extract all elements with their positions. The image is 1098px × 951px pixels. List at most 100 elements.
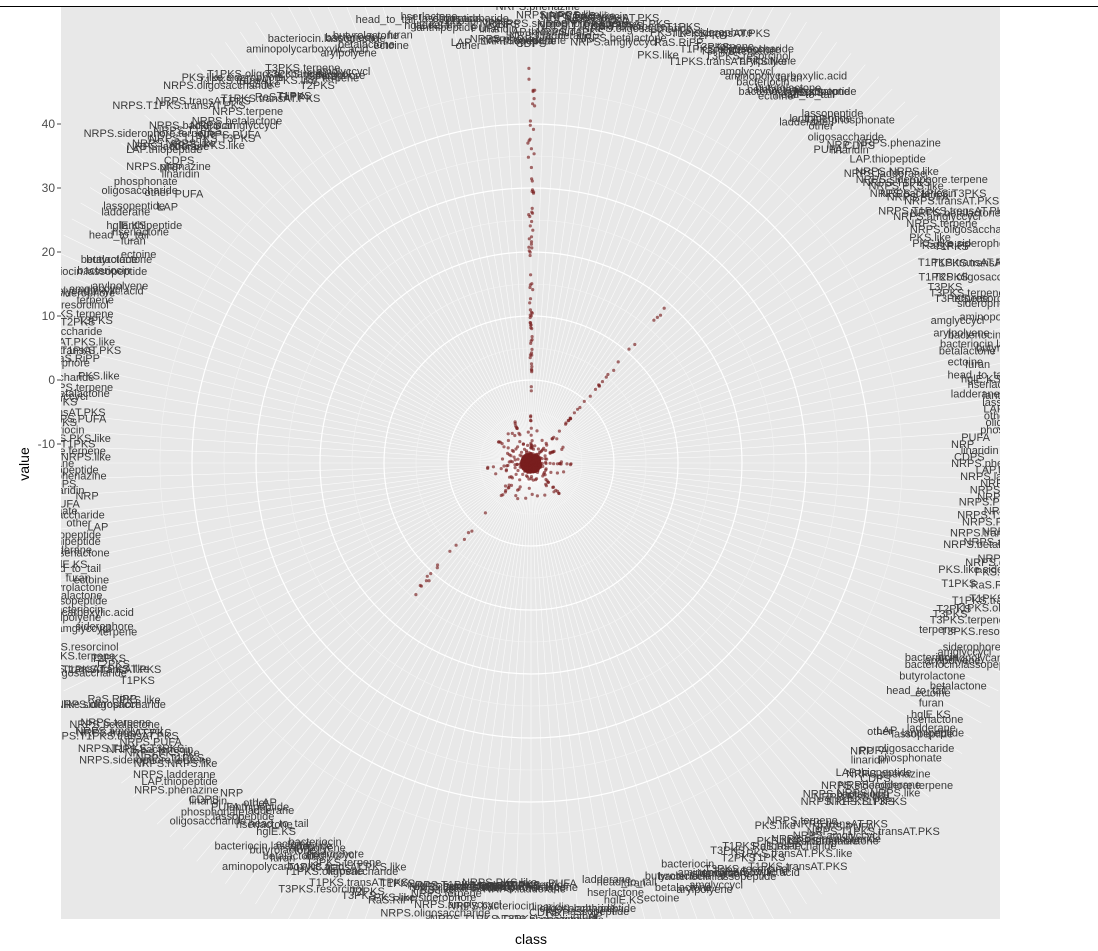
data-point [523, 468, 527, 472]
data-point [526, 155, 531, 159]
category-label: NRPS.phenazine [126, 161, 210, 173]
category-label: NRPS.betalactone [788, 835, 879, 847]
grid-spoke [61, 272, 532, 464]
data-point [462, 537, 466, 542]
category-label: NRPS.bacteriocin [870, 188, 957, 200]
category-label: bacteriocin.lassopeptide [268, 33, 386, 45]
grid-spoke [530, 42, 837, 464]
x-axis-label: class [515, 931, 547, 947]
category-label: T3PKS.terpene [40, 651, 115, 663]
category-label: NRPS.T1PKS.transAT.PKS [46, 730, 179, 742]
category-label: lanthipeptide [902, 727, 964, 739]
data-point [544, 484, 549, 488]
grid-spoke [156, 101, 532, 464]
grid-spoke [61, 429, 532, 464]
data-point [525, 466, 529, 470]
category-label: NRPS.phenazine [134, 785, 218, 797]
category-label: PKS.like [239, 78, 281, 90]
category-label: linaridin [961, 445, 999, 457]
data-point [466, 531, 471, 535]
data-point [448, 549, 452, 553]
category-label: NRPS.T1PKS [154, 125, 222, 137]
category-label: T3PKS.terpene [306, 857, 381, 869]
category-label: hserlactone [236, 819, 293, 831]
grid-spoke [61, 379, 532, 464]
category-label: T3PKS [695, 41, 730, 53]
category-label: PKS.like.siderophore [757, 836, 860, 848]
category-label: other [66, 518, 91, 530]
grid-spoke [346, 7, 532, 464]
grid-spoke [89, 187, 532, 464]
category-label: furan [388, 30, 413, 42]
category-label: CDPS [489, 19, 520, 31]
grid-ring-minor [159, 91, 903, 835]
category-label: NRPS.phenazine [857, 137, 941, 149]
category-label: NRPS.T1PKS.transAT.PKS [537, 19, 670, 31]
data-point [513, 433, 517, 438]
category-label: bacteriocin.lassopeptide [214, 841, 332, 853]
grid-spoke [270, 12, 532, 464]
data-point [527, 237, 531, 241]
y-tick-label: 40 [42, 117, 56, 131]
grid-spoke [530, 462, 837, 884]
category-label: amglyccycl [720, 66, 774, 78]
category-label: NRPS.transAT.PKS [0, 397, 77, 409]
category-label: T1PKS [380, 878, 415, 890]
category-label: amglyccycl [689, 880, 743, 892]
category-label: head_to_tail [41, 563, 101, 575]
category-label: butyrolactone [976, 342, 1042, 354]
data-point [532, 97, 536, 101]
data-point [530, 335, 534, 339]
data-point [494, 472, 498, 476]
grid-spoke [61, 396, 532, 464]
grid-spoke [530, 218, 991, 464]
grid-spoke [61, 362, 532, 464]
category-label: arylpolyene [92, 281, 148, 293]
category-label: butyrolactone [41, 582, 107, 594]
category-label: NRPS.T1PKS.T3PKS [78, 743, 184, 755]
data-point [526, 430, 530, 434]
data-point [552, 449, 556, 453]
data-point [633, 342, 637, 347]
data-point [518, 462, 522, 466]
data-point [483, 511, 487, 515]
category-label: aminopolycarboxylic.acid [222, 861, 344, 873]
category-label: RaS.RiPP [654, 37, 704, 49]
data-point [521, 442, 526, 446]
category-label: T3PKS [91, 653, 126, 665]
data-point [510, 431, 514, 435]
data-point [540, 461, 544, 465]
grid-spoke [61, 462, 532, 654]
y-tick-label: 0 [48, 373, 55, 387]
grid-ring [447, 379, 615, 547]
category-label: other [573, 911, 598, 923]
data-point [529, 242, 534, 246]
grid-spoke [530, 462, 999, 692]
data-point [470, 529, 474, 533]
data-point [554, 488, 558, 492]
category-label: betalactone [939, 345, 996, 357]
category-label: NRPS.bacteriocin [149, 120, 236, 132]
data-point [527, 213, 531, 217]
grid-spoke [530, 462, 1000, 497]
data-point [512, 455, 516, 459]
category-label: bacteriocin.lassopeptide [940, 339, 1058, 351]
data-point [521, 462, 526, 466]
grid-spoke [530, 462, 680, 919]
category-label: LAP.thiopeptide [141, 776, 217, 788]
category-label: hglE.KS [404, 20, 444, 32]
category-label: NRPS.T1PKS [536, 27, 604, 39]
grid-spoke [530, 7, 716, 464]
category-label: other [145, 187, 170, 199]
data-point [561, 445, 565, 449]
category-label: NRPS.NRPS.like [27, 452, 111, 464]
data-point [518, 478, 522, 482]
category-label: ectoine [948, 356, 983, 368]
data-point [600, 380, 605, 384]
data-point [578, 405, 582, 410]
category-label: NRPS.PUFA [44, 413, 107, 425]
grid-spoke [530, 363, 1000, 464]
category-label: LAP.thiopeptide [850, 154, 926, 166]
category-label: T1PKS.transAT.PKS.like [30, 664, 149, 676]
